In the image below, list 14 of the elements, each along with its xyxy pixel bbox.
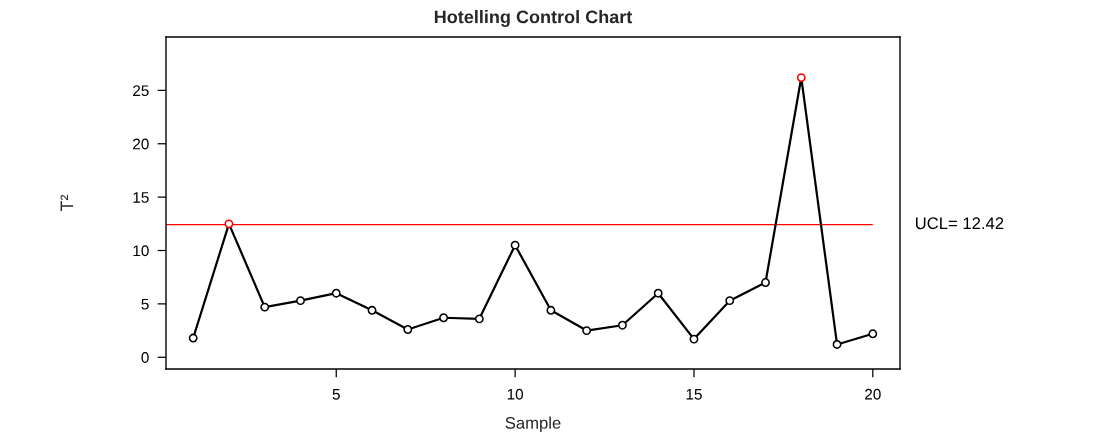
x-tick-label: 10 xyxy=(507,388,524,400)
y-tick-label: 0 xyxy=(141,352,149,363)
ref-line-label: UCL= 12.42 xyxy=(915,217,1004,230)
x-tick-label: 15 xyxy=(686,389,702,400)
x-axis-title: Sample xyxy=(505,416,561,433)
y-tick-label: 10 xyxy=(133,245,149,257)
y-tick-label: 5 xyxy=(141,298,149,310)
y-tick-label: 25 xyxy=(133,85,149,97)
y-tick-label: 15 xyxy=(133,192,149,203)
chart-title: Hotelling Control Chart xyxy=(434,10,633,27)
y-axis-title: T² xyxy=(60,194,74,212)
x-tick-label: 5 xyxy=(332,389,340,400)
y-tick-label: 20 xyxy=(133,138,149,150)
x-tick-label: 20 xyxy=(865,388,881,400)
